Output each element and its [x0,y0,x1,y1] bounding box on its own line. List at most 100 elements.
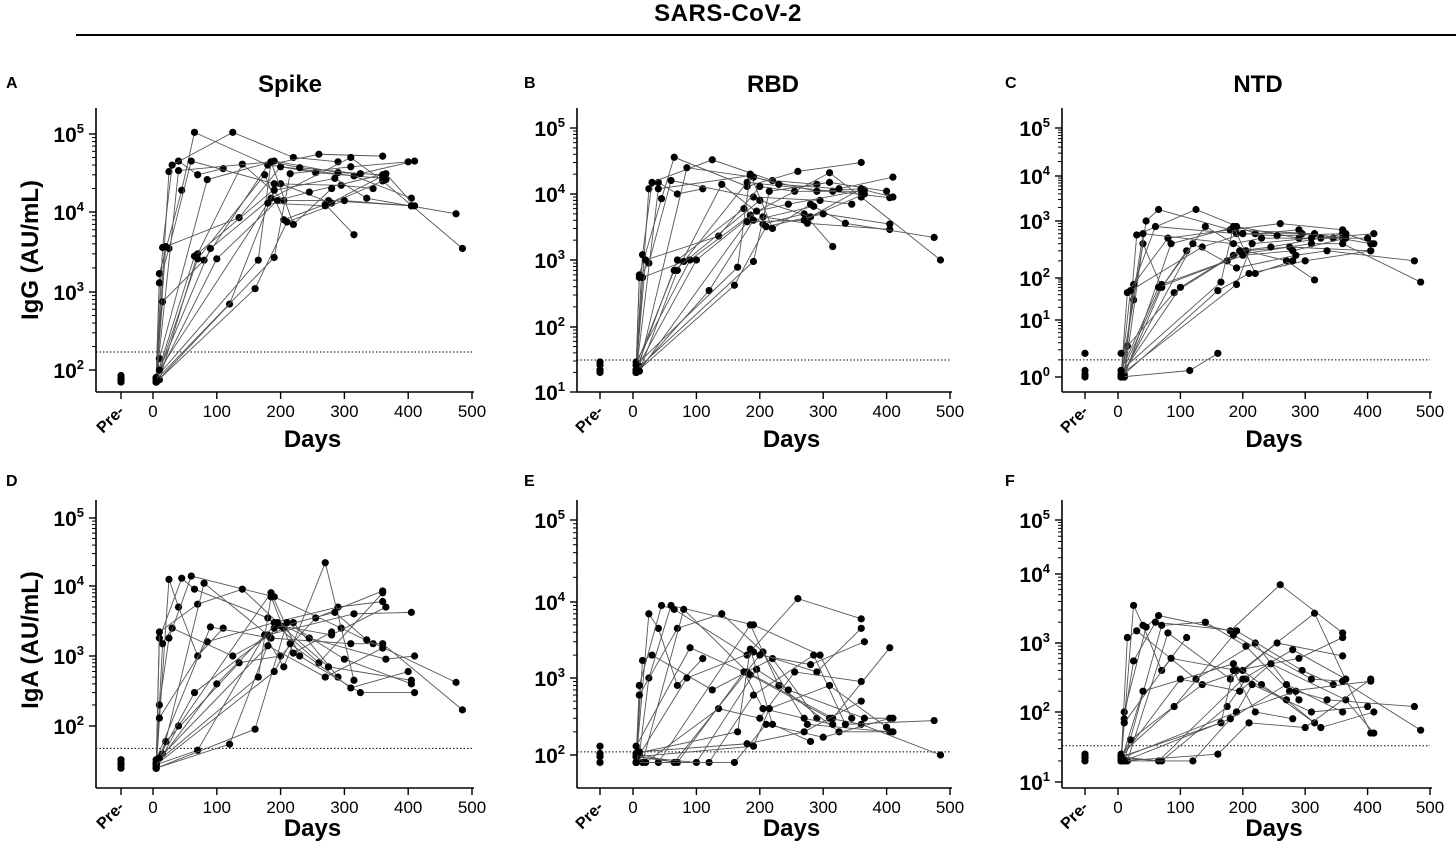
data-point [229,652,237,660]
data-point [794,595,802,603]
data-point [686,644,694,652]
series-line [155,588,412,769]
data-point [1198,680,1206,689]
data-point [765,705,773,713]
data-point [1417,726,1425,734]
series-line [636,668,893,763]
data-point [190,252,199,260]
x-tick-label: 200 [1229,402,1257,421]
series-line [156,561,355,766]
y-tick-label: 104 [53,573,84,599]
data-point [1417,278,1425,286]
data-point [1158,621,1166,629]
data-point [254,256,262,264]
pre-point [596,758,604,767]
data-point [155,714,163,722]
data-point [286,170,294,178]
series-line [155,160,383,383]
data-point [803,720,811,728]
data-point [382,655,390,663]
series-line [1120,233,1374,378]
data-point [194,600,202,608]
data-point [699,654,707,663]
data-point [635,681,643,690]
x-tick-label: 300 [809,798,837,817]
x-tick-label: 200 [746,402,774,421]
x-tick-label: 100 [1166,798,1194,817]
data-point [1214,287,1222,295]
series-line [155,595,332,763]
data-point [635,691,643,699]
data-point [334,673,342,681]
data-point [765,187,773,195]
data-point [860,638,869,646]
data-point [1130,601,1138,610]
data-point [819,210,827,218]
series-line [155,164,412,380]
x-tick-label: Pre- [573,799,607,833]
data-point [178,574,186,582]
data-point [324,663,333,671]
data-point [407,680,415,688]
data-point [746,211,754,219]
data-point [680,605,688,613]
data-point [340,197,348,205]
data-point [743,218,751,226]
data-point [200,579,208,587]
series-line [155,156,463,378]
data-point [261,171,269,179]
data-point [746,645,754,653]
data-point [219,624,227,632]
series-group [117,559,467,772]
data-point [886,225,894,234]
data-point [155,279,163,287]
series-line [1120,250,1371,378]
series-line [1120,663,1375,759]
data-point [452,678,460,686]
data-point [1248,680,1256,689]
data-point [1282,696,1291,704]
data-point [254,673,262,681]
data-point [229,128,237,136]
data-point [762,223,770,231]
data-point [635,367,643,375]
pre-point [1081,757,1089,765]
x-tick-label: 100 [203,402,231,421]
y-tick-label: 105 [1019,507,1050,533]
data-point [1217,278,1225,286]
data-point [718,180,726,188]
series-line [1120,637,1343,761]
x-tick-label: 500 [458,402,486,421]
data-point [321,202,329,210]
data-point [673,190,681,198]
data-point [1214,349,1222,357]
data-point [886,644,894,652]
data-point [930,716,938,725]
data-point [730,281,739,289]
pre-point [1081,373,1089,381]
data-point [458,706,467,714]
series-line [635,185,862,370]
data-point [1130,657,1138,665]
data-point [1229,666,1238,675]
data-point [886,220,894,228]
data-point [784,686,792,694]
x-tick-label: 100 [682,402,710,421]
data-point [756,182,764,191]
data-point [1317,723,1325,732]
data-point [331,174,339,182]
data-point [883,187,891,195]
data-point [1151,618,1160,626]
data-point [718,610,726,618]
data-point [825,169,834,177]
data-point [1226,715,1234,723]
y-tick-label: 104 [1019,561,1050,587]
data-point [1245,269,1253,278]
data-point [270,253,278,262]
panel-a: A Spike IgG (AU/mL) 102 103 104 105 Pre- 0 100 200… [6,71,486,453]
data-point [1339,652,1347,660]
data-point [273,619,282,627]
x-tick-label: 100 [682,798,710,817]
data-point [410,689,419,697]
data-point [1276,220,1284,228]
